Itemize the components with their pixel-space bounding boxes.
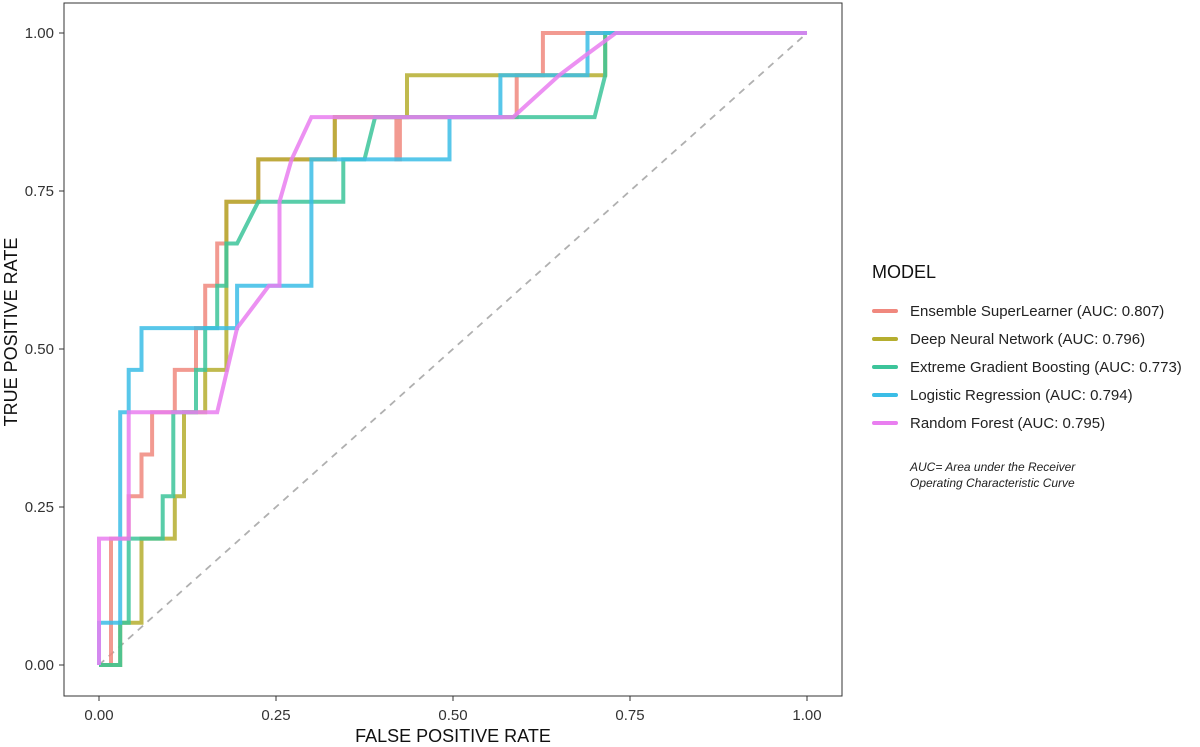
legend-note-line-2: Operating Characteristic Curve xyxy=(910,476,1075,490)
legend-items: Ensemble SuperLearner (AUC: 0.807) Deep N… xyxy=(872,297,1198,437)
series-line-4 xyxy=(97,31,807,665)
reference-line xyxy=(98,32,808,666)
plot-area xyxy=(97,31,808,667)
legend-title: MODEL xyxy=(872,262,937,282)
legend-label: Extreme Gradient Boosting (AUC: 0.773) xyxy=(910,358,1182,376)
y-tick-label: 0.75 xyxy=(25,183,54,200)
series-line-2 xyxy=(99,31,807,667)
x-tick-label: 0.00 xyxy=(84,707,113,724)
reference-diagonal xyxy=(98,32,808,666)
y-tick-label: 1.00 xyxy=(25,25,54,42)
legend-item-5: Random Forest (AUC: 0.795) xyxy=(872,409,1198,437)
legend-note-line-1: AUC= Area under the Receiver xyxy=(910,460,1076,474)
legend-item-4: Logistic Regression (AUC: 0.794) xyxy=(872,381,1198,409)
legend-label: Random Forest (AUC: 0.795) xyxy=(910,414,1106,432)
x-axis-title: FALSE POSITIVE RATE xyxy=(355,726,551,746)
legend-item-2: Deep Neural Network (AUC: 0.796) xyxy=(872,325,1198,353)
legend-note: AUC= Area under the Receiver Operating C… xyxy=(910,459,1198,491)
plot-border xyxy=(63,2,843,697)
y-tick-label: 0.25 xyxy=(25,499,54,516)
y-axis-title: TRUE POSITIVE RATE xyxy=(1,238,21,427)
series-line-1 xyxy=(99,31,807,667)
y-tick-label: 0.50 xyxy=(25,341,54,358)
x-axis-ticks: 0.00 0.25 0.50 0.75 1.00 xyxy=(84,696,822,724)
legend-item-1: Ensemble SuperLearner (AUC: 0.807) xyxy=(872,297,1198,325)
series-lines xyxy=(97,31,807,667)
x-tick-label: 0.75 xyxy=(615,707,644,724)
y-tick-label: 0.00 xyxy=(25,657,54,674)
x-tick-label: 0.25 xyxy=(261,707,290,724)
legend-swatch xyxy=(872,421,898,425)
x-tick-label: 0.50 xyxy=(438,707,467,724)
legend-label: Ensemble SuperLearner (AUC: 0.807) xyxy=(910,302,1165,320)
legend: MODEL Ensemble SuperLearner (AUC: 0.807)… xyxy=(872,262,1198,491)
legend-swatch xyxy=(872,365,898,369)
x-tick-label: 1.00 xyxy=(792,707,821,724)
series-line-5 xyxy=(97,31,807,665)
legend-swatch xyxy=(872,393,898,397)
legend-label: Logistic Regression (AUC: 0.794) xyxy=(910,386,1133,404)
y-axis-ticks: 0.00 0.25 0.50 0.75 1.00 xyxy=(25,25,64,674)
legend-item-3: Extreme Gradient Boosting (AUC: 0.773) xyxy=(872,353,1198,381)
legend-swatch xyxy=(872,309,898,313)
legend-label: Deep Neural Network (AUC: 0.796) xyxy=(910,330,1146,348)
legend-swatch xyxy=(872,337,898,341)
